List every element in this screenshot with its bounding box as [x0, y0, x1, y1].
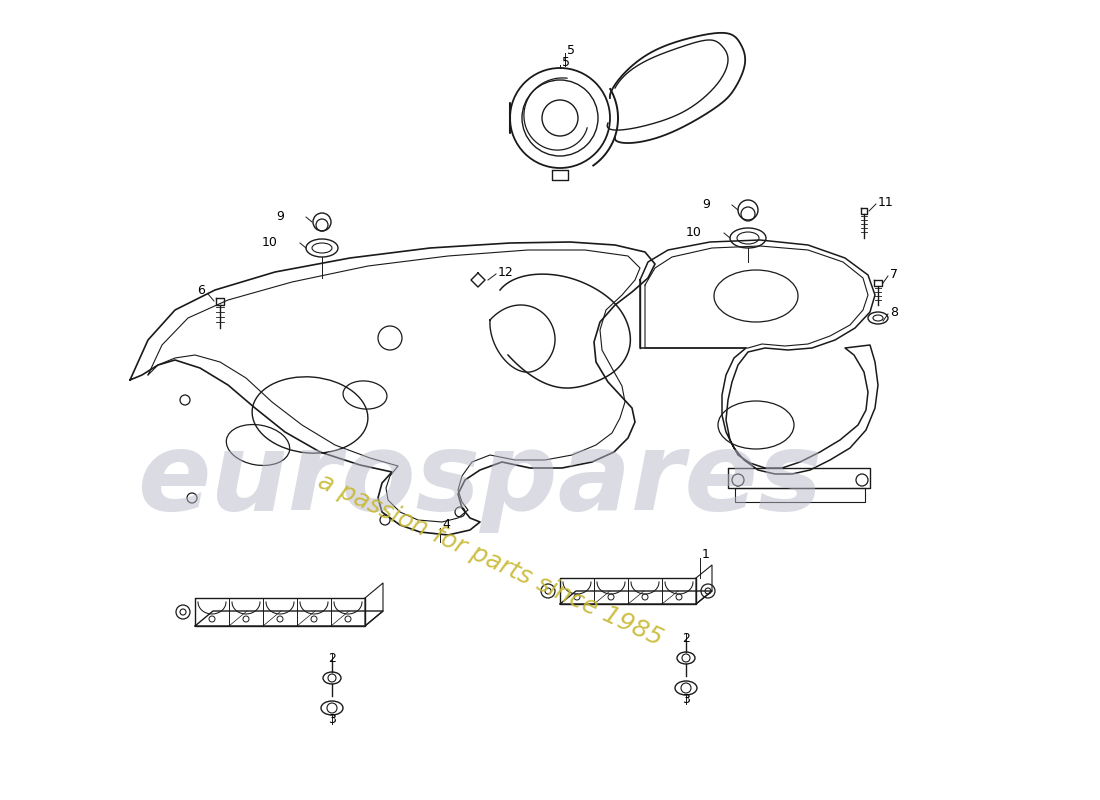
- Text: 2: 2: [682, 632, 690, 645]
- Text: 8: 8: [890, 306, 898, 318]
- Text: 9: 9: [702, 198, 710, 211]
- Text: 3: 3: [682, 693, 690, 706]
- Text: eurospares: eurospares: [138, 427, 823, 533]
- Text: 10: 10: [686, 226, 702, 239]
- Text: 5: 5: [562, 55, 570, 69]
- Text: 1: 1: [702, 549, 710, 562]
- Text: 3: 3: [328, 713, 336, 726]
- Text: 7: 7: [890, 267, 898, 281]
- Text: 4: 4: [442, 518, 450, 531]
- Text: 10: 10: [262, 237, 278, 250]
- Text: 6: 6: [197, 283, 205, 297]
- Text: a passion for parts since 1985: a passion for parts since 1985: [314, 470, 667, 650]
- Text: 5: 5: [566, 45, 575, 58]
- Text: 2: 2: [328, 652, 336, 665]
- Text: 12: 12: [498, 266, 514, 278]
- Text: 11: 11: [878, 195, 893, 209]
- Text: 9: 9: [276, 210, 284, 223]
